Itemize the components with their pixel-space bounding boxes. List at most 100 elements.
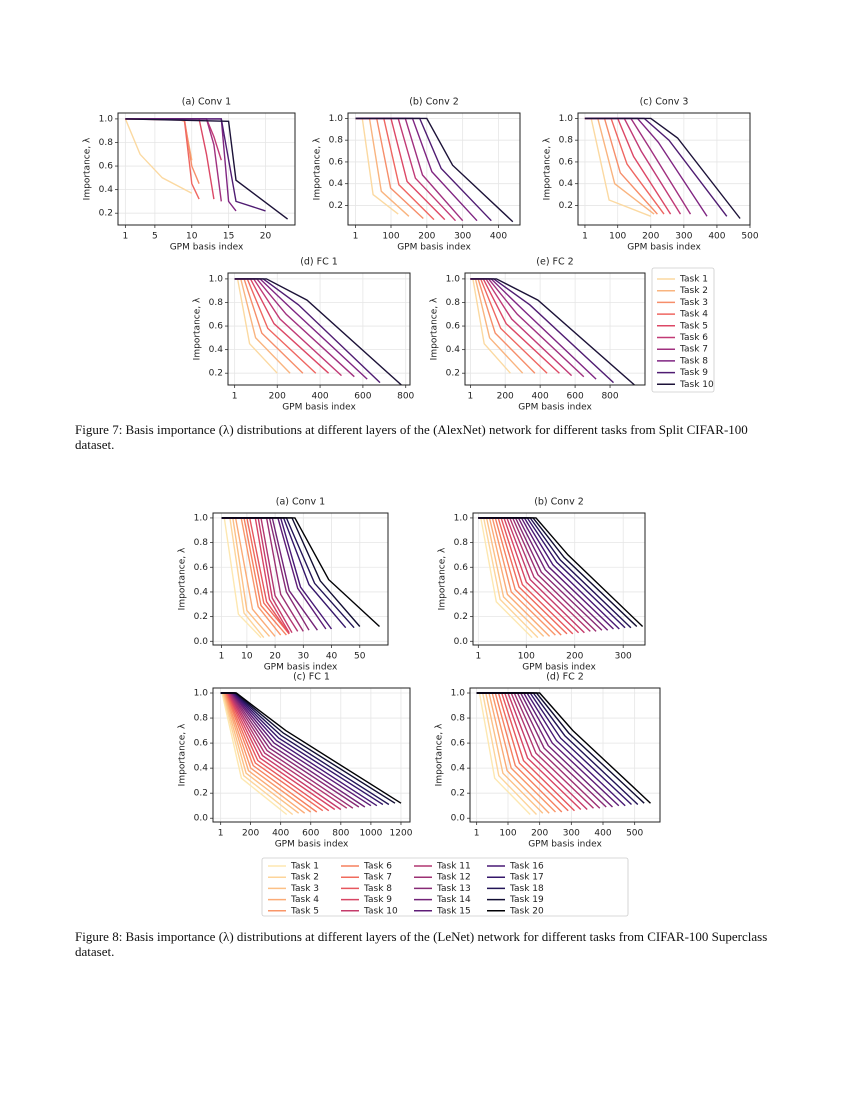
x-tick-label: 1 [582, 232, 588, 242]
y-tick-label: 0.2 [194, 789, 208, 799]
x-tick-label: 200 [242, 829, 259, 839]
y-tick-label: 0.4 [194, 764, 209, 774]
y-axis-label: Importance, λ [435, 723, 445, 786]
legend-label: Task 1 [679, 275, 708, 285]
legend-label: Task 5 [290, 906, 319, 916]
y-tick-label: 0.8 [329, 136, 344, 146]
legend-label: Task 16 [509, 862, 544, 872]
chart-title: (d) FC 2 [546, 672, 584, 683]
y-tick-label: 0.4 [329, 179, 344, 189]
y-tick-label: 1.0 [329, 114, 344, 124]
legend-label: Task 3 [679, 298, 708, 308]
legend-label: Task 2 [679, 286, 708, 296]
y-tick-label: 1.0 [451, 689, 466, 699]
legend-label: Task 12 [436, 873, 471, 883]
legend-label: Task 5 [679, 321, 708, 331]
series-line [470, 278, 573, 377]
y-axis-label: Importance, λ [430, 297, 440, 360]
legend-label: Task 2 [290, 873, 319, 883]
x-tick-label: 100 [609, 232, 626, 242]
legend-label: Task 10 [679, 380, 714, 390]
y-tick-label: 0.4 [99, 185, 114, 195]
y-tick-label: 0.4 [454, 587, 469, 597]
chart-title: (c) Conv 3 [640, 97, 689, 108]
axes-frame [212, 687, 411, 823]
y-tick-label: 0.8 [194, 538, 209, 548]
axes-frame [464, 272, 646, 386]
x-tick-label: 300 [454, 232, 471, 242]
legend-label: Task 8 [679, 356, 708, 366]
y-tick-label: 0.0 [194, 637, 209, 647]
series-line [478, 517, 597, 632]
x-tick-label: 600 [302, 829, 319, 839]
x-axis-label: GPM basis index [264, 663, 338, 673]
x-tick-label: 200 [642, 232, 659, 242]
x-tick-label: 300 [675, 232, 692, 242]
axes-frame [227, 272, 411, 386]
chart-title: (a) Conv 1 [182, 97, 231, 108]
x-tick-label: 600 [354, 392, 371, 402]
y-tick-label: 0.6 [559, 157, 574, 167]
legend-label: Task 1 [290, 862, 319, 872]
series-line [584, 117, 728, 217]
y-tick-label: 0.2 [329, 201, 343, 211]
x-tick-label: 200 [566, 652, 583, 662]
x-tick-label: 1 [232, 392, 238, 402]
legend-label: Task 10 [363, 906, 398, 916]
axes-frame [117, 112, 296, 226]
x-tick-label: 1 [218, 829, 224, 839]
x-tick-label: 40 [326, 652, 338, 662]
y-tick-label: 0.0 [454, 637, 469, 647]
series-line [125, 118, 289, 220]
legend-label: Task 13 [436, 884, 471, 894]
x-tick-label: 200 [269, 392, 286, 402]
legend-label: Task 7 [679, 345, 708, 355]
y-tick-label: 1.0 [454, 513, 469, 523]
x-tick-label: 500 [741, 232, 758, 242]
y-tick-label: 0.8 [446, 298, 461, 308]
legend-label: Task 14 [436, 895, 471, 905]
legend-label: Task 17 [509, 873, 544, 883]
x-tick-label: 200 [531, 829, 548, 839]
x-tick-label: 400 [311, 392, 328, 402]
y-tick-label: 1.0 [194, 689, 209, 699]
series-line [234, 278, 368, 380]
legend-label: Task 6 [363, 862, 392, 872]
y-tick-label: 0.8 [194, 714, 209, 724]
chart-title: (b) Conv 2 [409, 97, 459, 108]
x-tick-label: 100 [518, 652, 535, 662]
legend-label: Task 3 [290, 884, 319, 894]
series-line [124, 118, 193, 194]
y-tick-label: 1.0 [559, 114, 574, 124]
x-tick-label: 800 [397, 392, 414, 402]
y-tick-label: 0.4 [451, 764, 466, 774]
series-line [470, 278, 635, 386]
x-tick-label: 1 [468, 392, 474, 402]
x-tick-label: 1 [475, 652, 481, 662]
y-axis-label: Importance, λ [313, 137, 323, 200]
x-tick-label: 10 [186, 232, 198, 242]
y-tick-label: 0.6 [209, 322, 224, 332]
y-tick-label: 0.2 [99, 209, 113, 219]
axes-frame [472, 512, 646, 646]
y-tick-label: 0.2 [451, 789, 465, 799]
series-line [125, 118, 266, 212]
x-tick-label: 100 [382, 232, 399, 242]
series-line [221, 517, 380, 628]
x-tick-label: 1000 [359, 829, 382, 839]
x-tick-label: 200 [418, 232, 435, 242]
series-line [221, 517, 265, 639]
x-tick-label: 50 [354, 652, 366, 662]
x-axis-label: GPM basis index [170, 243, 244, 253]
y-tick-label: 0.2 [446, 369, 460, 379]
series-line [234, 278, 402, 386]
legend-label: Task 8 [363, 884, 392, 894]
legend-label: Task 6 [679, 333, 708, 343]
y-tick-label: 0.4 [446, 345, 461, 355]
y-tick-label: 0.4 [194, 587, 209, 597]
x-axis-label: GPM basis index [522, 663, 596, 673]
x-tick-label: 15 [223, 232, 234, 242]
y-tick-label: 0.6 [454, 563, 469, 573]
